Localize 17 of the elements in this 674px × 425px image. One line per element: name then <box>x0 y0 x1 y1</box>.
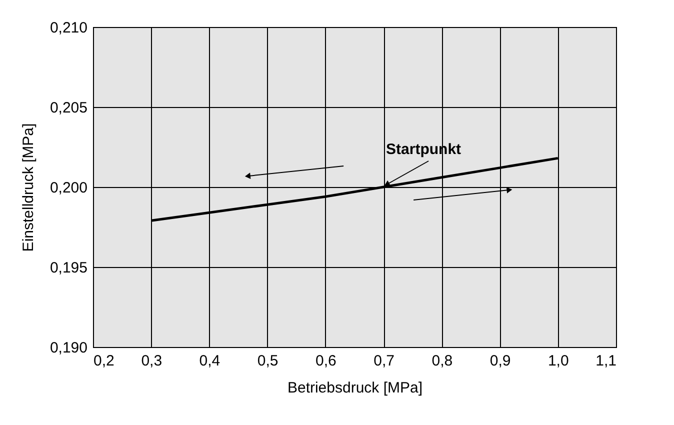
x-tick-label: 0,4 <box>199 352 220 370</box>
x-tick-label: 0,3 <box>141 352 162 370</box>
y-tick-label: 0,195 <box>50 260 88 276</box>
x-tick-label: 1,0 <box>548 352 569 370</box>
x-tick-label: 0,7 <box>374 352 394 370</box>
y-tick-label: 0,210 <box>50 20 88 36</box>
x-tick-label: 1,1 <box>596 352 616 370</box>
x-tick-label: 0,8 <box>432 352 453 370</box>
x-tick-label: 0,5 <box>257 352 278 370</box>
x-axis-title: Betriebsdruck [MPa] <box>287 380 423 396</box>
y-axis-title: Einstelldruck [MPa] <box>20 123 37 252</box>
x-tick-label: 0,6 <box>316 352 336 370</box>
y-tick-label: 0,205 <box>50 100 88 116</box>
y-tick-label: 0,200 <box>50 180 88 196</box>
x-tick-label: 0,9 <box>490 352 511 370</box>
y-tick-label: 0,190 <box>50 340 88 356</box>
x-tick-label: 0,2 <box>94 352 114 370</box>
